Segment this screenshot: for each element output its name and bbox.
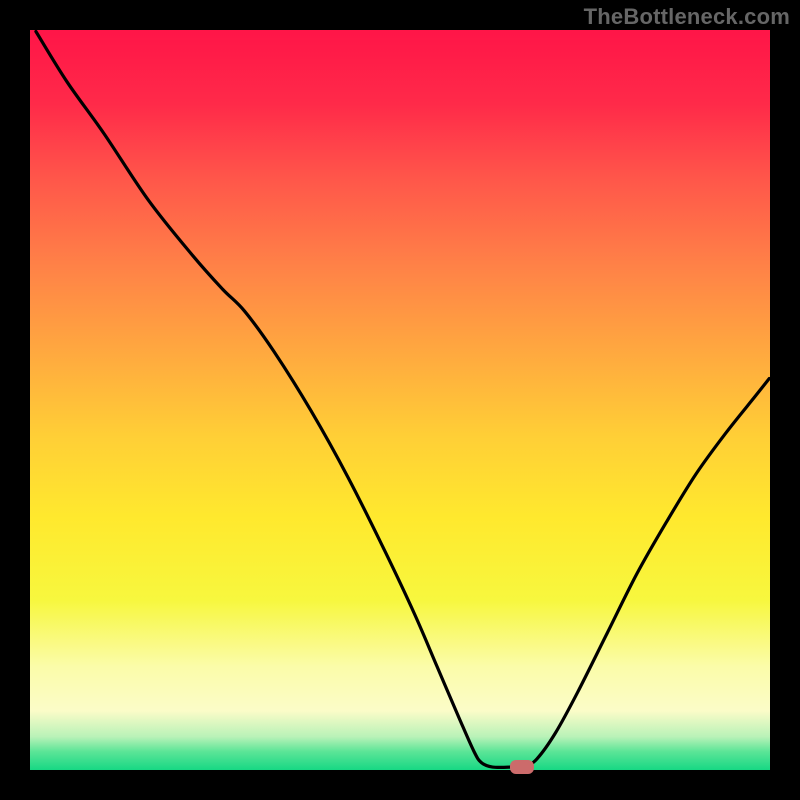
plot-background: [30, 30, 770, 770]
bottleneck-chart-root: TheBottleneck.com: [0, 0, 800, 800]
optimal-point-marker: [510, 760, 534, 774]
watermark-text: TheBottleneck.com: [584, 4, 790, 30]
chart-svg: [0, 0, 800, 800]
